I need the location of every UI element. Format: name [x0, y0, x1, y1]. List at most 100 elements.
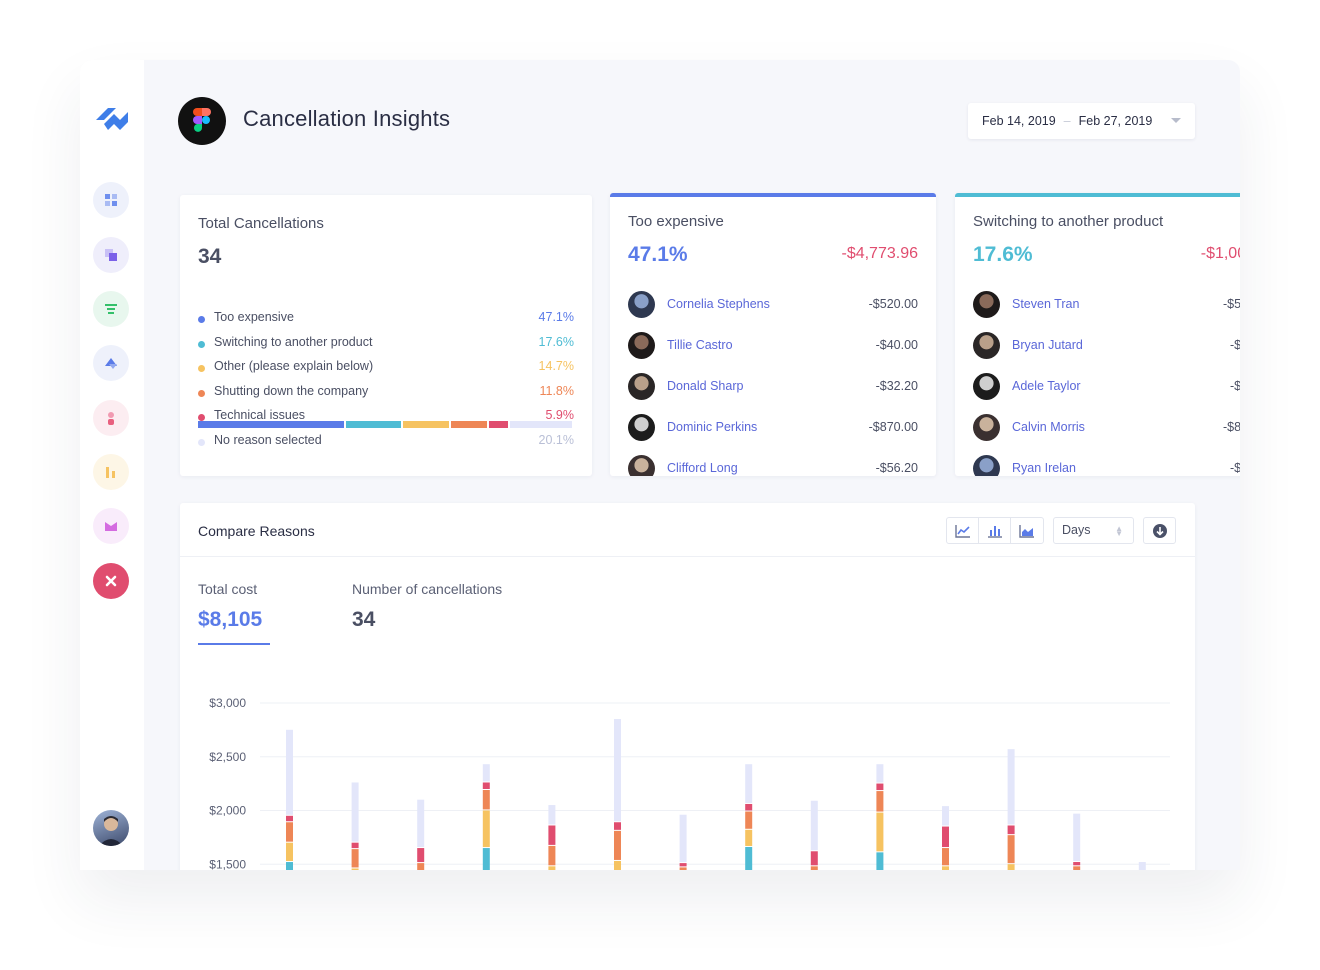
bar-segment[interactable] [942, 806, 949, 826]
bar-segment[interactable] [942, 866, 949, 870]
bar-segment[interactable] [286, 815, 293, 822]
bar-segment[interactable] [679, 867, 687, 870]
customer-name[interactable]: Steven Tran [1012, 297, 1080, 311]
bar-segment[interactable] [745, 764, 753, 803]
legend-item[interactable]: No reason selected 20.1% [198, 431, 574, 456]
bar-segment[interactable] [286, 842, 293, 862]
customer-name[interactable]: Donald Sharp [667, 379, 744, 393]
bar-segment[interactable] [876, 791, 884, 812]
metric-value-total-cost[interactable]: $8,105 [198, 608, 263, 631]
customer-row[interactable]: Tillie Castro -$40.00 [628, 332, 918, 373]
date-range-picker[interactable]: Feb 14, 2019 – Feb 27, 2019 [968, 103, 1195, 139]
bar-segment[interactable] [810, 851, 818, 866]
bar-segment[interactable] [548, 845, 556, 866]
customer-name[interactable]: Dominic Perkins [667, 420, 758, 434]
customer-row[interactable]: Cornelia Stephens -$520.00 [628, 291, 918, 332]
bar-segment[interactable] [351, 849, 359, 868]
bar-segment[interactable] [876, 764, 884, 783]
bar-segment[interactable] [810, 800, 818, 851]
bar-segment[interactable] [942, 848, 949, 866]
bar-segment[interactable] [1073, 813, 1081, 862]
bar-segment[interactable] [745, 803, 753, 811]
bar-segment[interactable] [548, 825, 556, 845]
sidebar-item-mail[interactable] [93, 508, 129, 544]
customer-name[interactable]: Tillie Castro [667, 338, 733, 352]
bar-segment[interactable] [614, 719, 621, 822]
line-chart-button[interactable] [947, 518, 979, 543]
bar-segment[interactable] [482, 790, 490, 810]
bar-segment[interactable] [1007, 835, 1015, 864]
bar-segment[interactable] [679, 863, 687, 867]
bar-segment[interactable] [745, 829, 753, 846]
bar-segment[interactable] [876, 852, 884, 870]
download-button[interactable] [1143, 517, 1176, 544]
metric-label-cancellations[interactable]: Number of cancellations [352, 581, 503, 597]
legend-item[interactable]: Switching to another product 17.6% [198, 333, 574, 358]
sidebar-item-dashboard[interactable] [93, 182, 129, 218]
bar-segment[interactable] [482, 764, 490, 782]
bar-segment[interactable] [1138, 862, 1146, 870]
bar-segment[interactable] [745, 811, 753, 829]
bar-segment[interactable] [482, 782, 490, 789]
metric-value-cancellations[interactable]: 34 [352, 608, 376, 631]
granularity-select[interactable]: Days ▲ ▼ [1053, 517, 1134, 544]
bar-segment[interactable] [417, 863, 425, 870]
bar-segment[interactable] [942, 826, 949, 848]
sidebar-item-cancellations[interactable] [93, 563, 129, 599]
customer-row[interactable]: Adele Taylor -$32 [973, 373, 1240, 414]
bar-segment[interactable] [1007, 825, 1015, 835]
customer-name[interactable]: Ryan Irelan [1012, 461, 1076, 475]
bar-segment[interactable] [548, 805, 556, 825]
reason-card-switching[interactable]: Switching to another product 17.6% -$1,0… [955, 193, 1240, 476]
bar-segment[interactable] [614, 860, 621, 870]
customer-name[interactable]: Clifford Long [667, 461, 738, 475]
customer-name[interactable]: Cornelia Stephens [667, 297, 770, 311]
bar-segment[interactable] [614, 830, 621, 860]
bar-segment[interactable] [810, 866, 818, 870]
bar-segment[interactable] [1073, 866, 1081, 870]
sidebar-item-shapes[interactable] [93, 345, 129, 381]
sidebar-item-layers[interactable] [93, 237, 129, 273]
sidebar-item-users[interactable] [93, 400, 129, 436]
metric-label-total-cost[interactable]: Total cost [198, 581, 258, 597]
customer-row[interactable]: Ryan Irelan -$56 [973, 455, 1240, 476]
customer-row[interactable]: Donald Sharp -$32.20 [628, 373, 918, 414]
legend-item[interactable]: Shutting down the company 11.8% [198, 382, 574, 407]
bar-segment[interactable] [1007, 864, 1015, 870]
bar-segment[interactable] [351, 868, 359, 870]
reason-card-too-expensive[interactable]: Too expensive 47.1% -$4,773.96 Cornelia … [610, 193, 936, 476]
bar-segment[interactable] [679, 814, 687, 863]
bar-segment[interactable] [1007, 749, 1015, 825]
bar-segment[interactable] [745, 846, 753, 870]
customer-name[interactable]: Adele Taylor [1012, 379, 1081, 393]
bar-segment[interactable] [286, 729, 293, 815]
customer-name[interactable]: Calvin Morris [1012, 420, 1085, 434]
bar-segment[interactable] [351, 842, 359, 849]
customer-name[interactable]: Bryan Jutard [1012, 338, 1083, 352]
sidebar-item-reports[interactable] [93, 454, 129, 490]
bar-segment[interactable] [482, 810, 490, 848]
customer-row[interactable]: Dominic Perkins -$870.00 [628, 414, 918, 455]
customer-row[interactable]: Calvin Morris -$870 [973, 414, 1240, 455]
bar-segment[interactable] [417, 799, 425, 848]
bar-segment[interactable] [482, 848, 490, 870]
bar-segment[interactable] [548, 866, 556, 870]
bar-segment[interactable] [876, 783, 884, 791]
bar-segment[interactable] [614, 822, 621, 830]
legend-item[interactable]: Technical issues 5.9% [198, 406, 574, 431]
user-avatar[interactable] [93, 810, 129, 846]
bar-segment[interactable] [1073, 862, 1081, 866]
legend-item[interactable]: Other (please explain below) 14.7% [198, 357, 574, 382]
brand-logo-icon[interactable] [92, 100, 132, 140]
bar-chart-button[interactable] [979, 518, 1011, 543]
bar-segment[interactable] [351, 782, 359, 842]
bar-segment[interactable] [417, 848, 425, 863]
bar-segment[interactable] [286, 862, 293, 870]
sidebar-item-list[interactable] [93, 291, 129, 327]
customer-row[interactable]: Bryan Jutard -$40 [973, 332, 1240, 373]
customer-row[interactable]: Clifford Long -$56.20 [628, 455, 918, 476]
customer-row[interactable]: Steven Tran -$520 [973, 291, 1240, 332]
legend-item[interactable]: Too expensive 47.1% [198, 308, 574, 333]
bar-segment[interactable] [286, 822, 293, 842]
area-chart-button[interactable] [1011, 518, 1043, 543]
